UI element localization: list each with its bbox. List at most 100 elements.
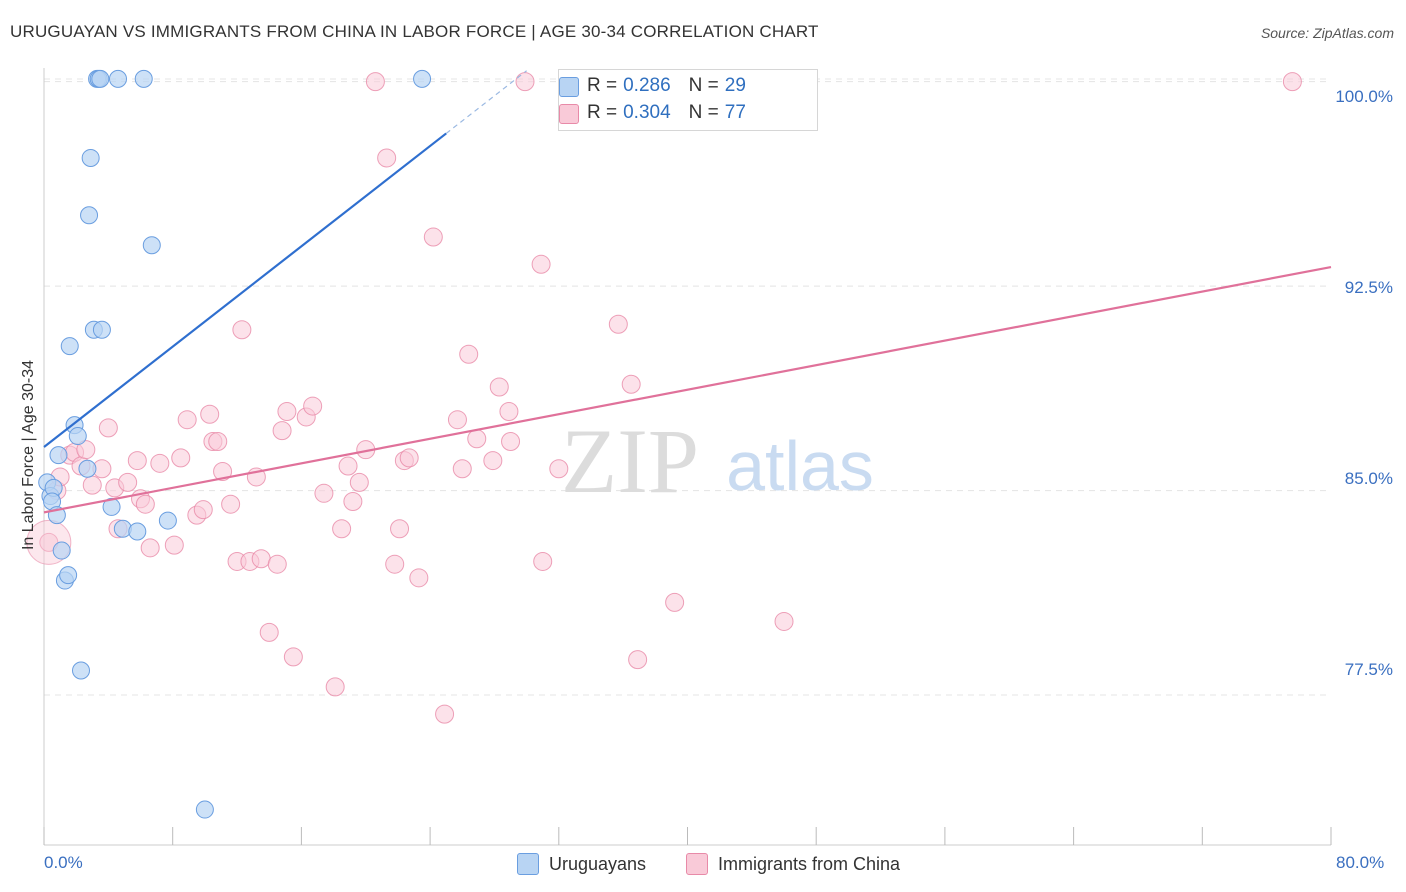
x-tick-label-max: 80.0% xyxy=(1336,853,1385,872)
y-axis-label: In Labor Force | Age 30-34 xyxy=(20,359,37,551)
bottom-legend-swatch-pink xyxy=(686,853,708,875)
point-immigrants-48 xyxy=(377,148,397,168)
point-immigrants-52 xyxy=(399,448,419,468)
legend-r-label: R = xyxy=(587,102,618,123)
source-label: Source: ZipAtlas.com xyxy=(1260,25,1394,41)
point-uruguayans-12 xyxy=(72,661,91,680)
legend-r-value: 0.286 xyxy=(623,75,671,96)
point-uruguayans-27 xyxy=(158,511,177,530)
point-immigrants-32 xyxy=(251,549,271,569)
point-uruguayans-13 xyxy=(78,459,97,478)
trend-line-uruguayans xyxy=(43,132,447,448)
point-immigrants-0 xyxy=(39,532,59,552)
point-uruguayans-9 xyxy=(60,337,79,356)
point-immigrants-43 xyxy=(338,456,358,476)
point-immigrants-34 xyxy=(267,554,287,574)
point-immigrants-63 xyxy=(501,432,521,452)
point-immigrants-27 xyxy=(221,494,241,514)
point-immigrants-20 xyxy=(177,410,197,430)
point-immigrants-29 xyxy=(232,320,252,340)
bottom-legend-swatch-blue xyxy=(517,853,539,875)
point-immigrants-61 xyxy=(489,377,509,397)
bottom-legend-label-immigrants: Immigrants from China xyxy=(718,853,901,874)
point-immigrants-33 xyxy=(259,622,279,642)
bottom-legend-immigrants: Immigrants from China xyxy=(686,852,900,876)
point-uruguayans-5 xyxy=(49,446,68,465)
point-immigrants-36 xyxy=(277,402,297,422)
point-immigrants-62 xyxy=(499,402,519,422)
point-immigrants-6 xyxy=(76,440,96,460)
bottom-legend-label-uruguayans: Uruguayans xyxy=(549,853,647,874)
y-tick-label-100-0: 100.0% xyxy=(1335,87,1393,106)
y-tick-label-85-0: 85.0% xyxy=(1344,469,1393,488)
point-immigrants-56 xyxy=(447,410,467,430)
y-tick-label-92-5: 92.5% xyxy=(1344,278,1393,297)
point-immigrants-18 xyxy=(164,535,184,555)
trend-line-uruguayans-extension xyxy=(445,70,527,134)
point-immigrants-16 xyxy=(140,538,160,558)
point-immigrants-70 xyxy=(621,374,641,394)
legend-swatch-blue xyxy=(559,77,579,97)
point-immigrants-60 xyxy=(483,451,503,471)
point-uruguayans-8 xyxy=(59,566,78,585)
point-immigrants-25 xyxy=(208,432,228,452)
point-immigrants-53 xyxy=(409,568,429,588)
trend-line-immigrants xyxy=(43,265,1332,514)
trend-lines xyxy=(43,70,1332,514)
point-immigrants-66 xyxy=(533,551,553,571)
series-immigrants-from-china xyxy=(26,72,1302,724)
point-uruguayans-6 xyxy=(52,541,71,560)
point-uruguayans-24 xyxy=(109,69,128,88)
point-immigrants-73 xyxy=(774,611,794,631)
legend-r-label: R = xyxy=(587,75,618,96)
point-uruguayans-11 xyxy=(68,427,87,446)
point-uruguayans-23 xyxy=(128,522,147,541)
legend-row-immigrants-from-china: R = 0.304 N = 77 xyxy=(559,100,746,126)
point-immigrants-40 xyxy=(314,483,334,503)
watermark-zip: ZIP xyxy=(561,410,699,512)
point-immigrants-54 xyxy=(423,227,443,247)
watermark-atlas: atlas xyxy=(726,427,874,505)
point-immigrants-67 xyxy=(549,459,569,479)
point-uruguayans-29 xyxy=(413,69,432,88)
point-immigrants-49 xyxy=(385,554,405,574)
point-immigrants-23 xyxy=(200,404,220,424)
gridlines xyxy=(44,78,1331,696)
point-immigrants-47 xyxy=(365,72,385,92)
point-immigrants-12 xyxy=(118,472,138,492)
legend-r-value: 0.304 xyxy=(623,102,671,123)
point-uruguayans-17 xyxy=(92,320,111,339)
stats-legend: R = 0.286 N = 29 R = 0.304 N = 77 xyxy=(558,69,818,131)
point-immigrants-41 xyxy=(325,677,345,697)
bottom-legend-uruguayans: Uruguayans xyxy=(517,852,646,876)
legend-swatch-pink xyxy=(559,104,579,124)
point-immigrants-50 xyxy=(390,519,410,539)
legend-n-label: N = xyxy=(688,102,719,123)
point-immigrants-74 xyxy=(1282,72,1302,92)
point-immigrants-45 xyxy=(349,472,369,492)
point-immigrants-9 xyxy=(98,418,118,438)
legend-n-value: 29 xyxy=(724,75,746,96)
point-immigrants-58 xyxy=(459,344,479,364)
point-uruguayans-14 xyxy=(80,206,99,225)
chart-title: URUGUAYAN VS IMMIGRANTS FROM CHINA IN LA… xyxy=(10,22,819,41)
point-immigrants-57 xyxy=(452,459,472,479)
point-immigrants-42 xyxy=(332,519,352,539)
point-uruguayans-26 xyxy=(142,236,161,255)
point-immigrants-72 xyxy=(665,592,685,612)
legend-n-label: N = xyxy=(688,75,719,96)
point-immigrants-19 xyxy=(171,448,191,468)
point-immigrants-65 xyxy=(531,254,551,274)
legend-row-uruguayans: R = 0.286 N = 29 xyxy=(559,73,746,99)
point-uruguayans-15 xyxy=(81,148,100,167)
point-immigrants-35 xyxy=(272,421,292,441)
point-immigrants-71 xyxy=(628,650,648,670)
point-immigrants-22 xyxy=(193,500,213,520)
point-uruguayans-25 xyxy=(134,69,153,88)
point-immigrants-26 xyxy=(213,461,233,481)
series-uruguayans xyxy=(38,69,432,819)
legend-n-value: 77 xyxy=(724,102,746,123)
point-uruguayans-28 xyxy=(195,800,214,819)
point-immigrants-17 xyxy=(150,453,170,473)
